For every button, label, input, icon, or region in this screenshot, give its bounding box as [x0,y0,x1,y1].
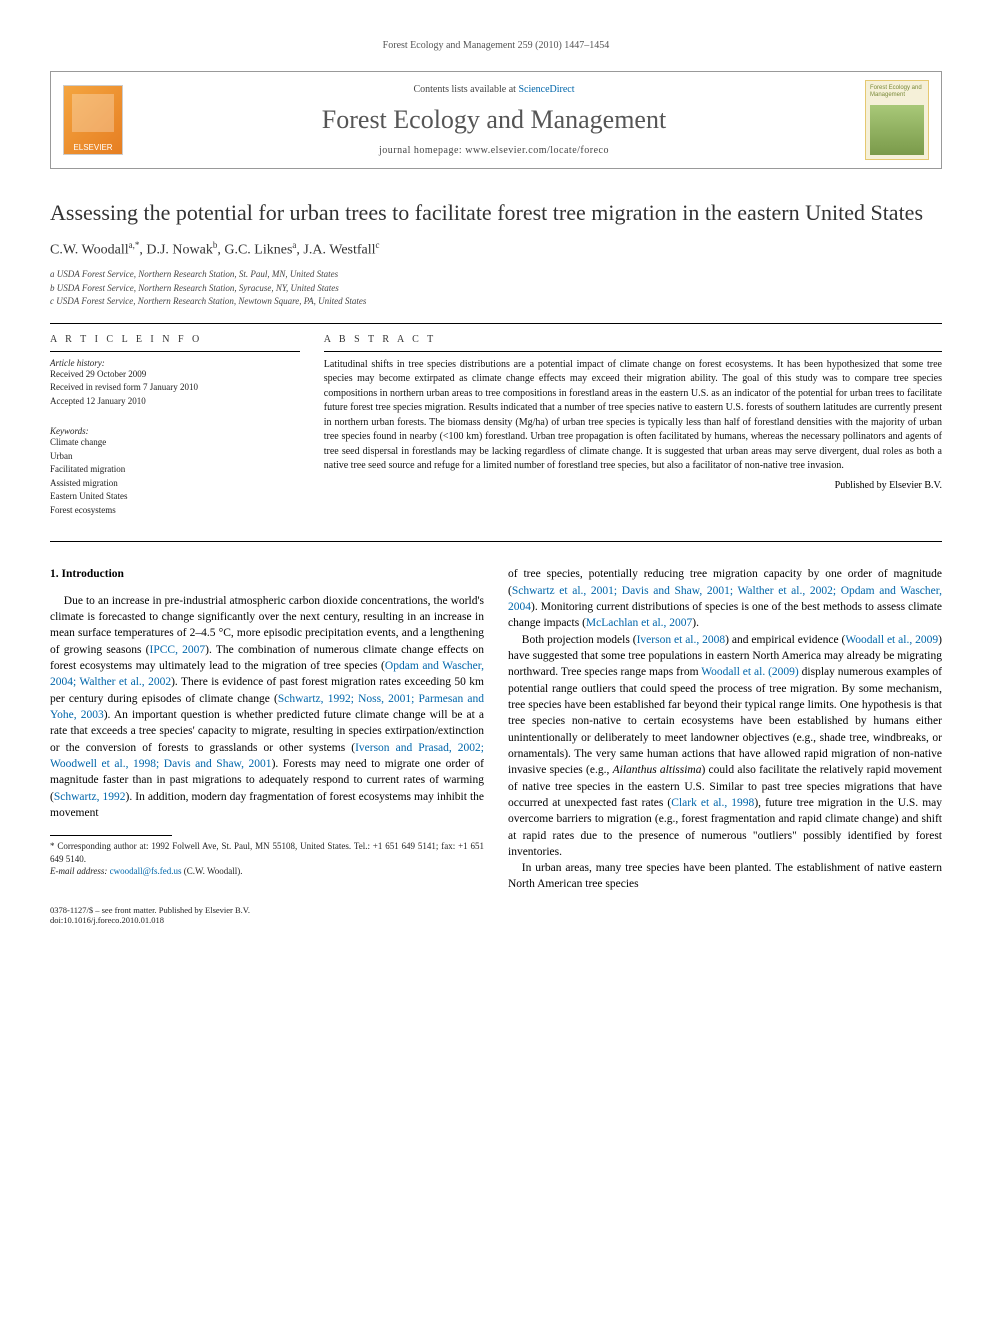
intro-paragraph-1-cont: of tree species, potentially reducing tr… [508,566,942,631]
article-history-label: Article history: [50,358,300,368]
intro-paragraph-2: Both projection models (Iverson et al., … [508,632,942,861]
affiliations: a USDA Forest Service, Northern Research… [50,268,942,309]
affiliation-a: a USDA Forest Service, Northern Research… [50,268,942,282]
p2-seg-d: display numerous examples of potential r… [508,666,942,776]
publisher-name: ELSEVIER [64,143,122,152]
received-date: Received 29 October 2009 [50,368,300,382]
article-history-list: Received 29 October 2009 Received in rev… [50,368,300,409]
section-1-heading: 1. Introduction [50,566,484,582]
ref-woodall-2009b[interactable]: Woodall et al. (2009) [701,666,799,678]
journal-header-box: ELSEVIER Contents lists available at Sci… [50,71,942,169]
keyword-3: Assisted migration [50,477,300,491]
email-label: E-mail address: [50,866,107,876]
abstract-heading: A B S T R A C T [324,334,942,345]
email-author-paren: (C.W. Woodall). [184,866,243,876]
author-2: D.J. Nowak [146,242,213,257]
publisher-line: Published by Elsevier B.V. [324,480,942,491]
authors-line: C.W. Woodalla,*, D.J. Nowakb, G.C. Likne… [50,240,942,259]
article-info-heading: A R T I C L E I N F O [50,334,300,345]
bottom-matter: 0378-1127/$ – see front matter. Publishe… [50,905,942,925]
homepage-prefix: journal homepage: [379,145,465,156]
divider-2 [50,541,942,542]
column-right: of tree species, potentially reducing tr… [508,566,942,893]
author-1: C.W. Woodall [50,242,129,257]
journal-homepage-line: journal homepage: www.elsevier.com/locat… [133,145,855,156]
keyword-0: Climate change [50,436,300,450]
ref-schwartz-1992b[interactable]: Schwartz, 1992 [54,791,126,803]
contents-prefix: Contents lists available at [413,84,518,95]
keyword-4: Eastern United States [50,490,300,504]
intro-paragraph-3: In urban areas, many tree species have b… [508,860,942,893]
abstract-column: A B S T R A C T Latitudinal shifts in tr… [324,334,942,528]
corresponding-email[interactable]: cwoodall@fs.fed.us [110,866,182,876]
cover-label: Forest Ecology and Management [870,85,924,98]
keywords-list: Climate change Urban Facilitated migrati… [50,436,300,517]
p2-seg-b: ) and empirical evidence ( [725,634,845,646]
author-3-sup: a [292,240,296,250]
author-4-sup: c [376,240,380,250]
sciencedirect-link[interactable]: ScienceDirect [518,84,574,95]
abstract-text: Latitudinal shifts in tree species distr… [324,358,942,474]
article-title: Assessing the potential for urban trees … [50,199,942,228]
accepted-date: Accepted 12 January 2010 [50,395,300,409]
contents-available-line: Contents lists available at ScienceDirec… [133,84,855,95]
author-4: J.A. Westfall [303,242,375,257]
corresponding-author-note: * Corresponding author at: 1992 Folwell … [50,840,484,865]
intro-paragraph-1: Due to an increase in pre-industrial atm… [50,593,484,822]
issn-line: 0378-1127/$ – see front matter. Publishe… [50,905,942,915]
ref-woodall-2009[interactable]: Woodall et al., 2009 [845,634,938,646]
keyword-1: Urban [50,450,300,464]
homepage-url[interactable]: www.elsevier.com/locate/foreco [465,145,609,156]
affiliation-c: c USDA Forest Service, Northern Research… [50,295,942,309]
author-3: G.C. Liknes [224,242,292,257]
journal-cover-thumbnail: Forest Ecology and Management [865,80,929,160]
ref-clark-1998[interactable]: Clark et al., 1998 [671,797,754,809]
revised-date: Received in revised form 7 January 2010 [50,381,300,395]
publisher-logo: ELSEVIER [63,85,123,155]
footnote-separator [50,835,172,836]
p2-seg-a: Both projection models ( [522,634,637,646]
p1c-seg-b: ). Monitoring current distributions of s… [508,601,942,629]
keyword-2: Facilitated migration [50,463,300,477]
journal-title: Forest Ecology and Management [133,105,855,135]
ref-mclachlan-2007[interactable]: McLachlan et al., 2007 [586,617,692,629]
p1c-seg-c: ). [692,617,699,629]
column-left: 1. Introduction Due to an increase in pr… [50,566,484,893]
doi-line: doi:10.1016/j.foreco.2010.01.018 [50,915,942,925]
ref-iverson-2008[interactable]: Iverson et al., 2008 [637,634,726,646]
species-ailanthus: Ailanthus altissima [613,764,702,776]
ref-ipcc-2007[interactable]: IPCC, 2007 [150,644,206,656]
affiliation-b: b USDA Forest Service, Northern Research… [50,282,942,296]
body-text-columns: 1. Introduction Due to an increase in pr… [50,566,942,893]
author-1-sup: a,* [129,240,140,250]
article-info-column: A R T I C L E I N F O Article history: R… [50,334,300,528]
keywords-label: Keywords: [50,426,300,436]
keyword-5: Forest ecosystems [50,504,300,518]
running-header: Forest Ecology and Management 259 (2010)… [50,40,942,51]
divider [50,323,942,324]
footnotes: * Corresponding author at: 1992 Folwell … [50,840,484,878]
author-2-sup: b [213,240,218,250]
